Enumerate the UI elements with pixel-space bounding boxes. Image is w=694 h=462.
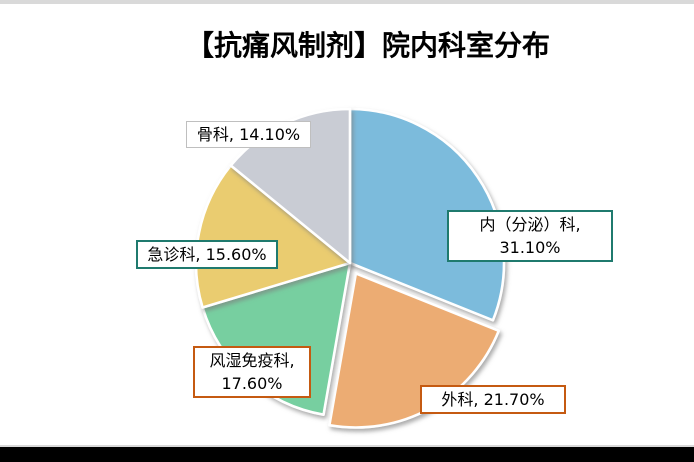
data-label-line: 31.10%: [499, 238, 561, 257]
data-label-line: 风湿免疫科,: [209, 351, 295, 370]
data-label-ji-zhen-ke[interactable]: 急诊科, 15.60%: [136, 240, 278, 269]
data-label-feng-shi-mian-yi-ke[interactable]: 风湿免疫科, 17.60%: [193, 346, 311, 398]
data-label-line: 骨科, 14.10%: [196, 125, 301, 144]
bottom-divider: [0, 445, 694, 447]
bottom-bar: [0, 447, 694, 462]
data-label-line: 内（分泌）科,: [479, 215, 581, 234]
data-label-line: 17.60%: [221, 374, 283, 393]
data-label-line: 外科, 21.70%: [441, 390, 545, 409]
data-label-nei-fen-mi-ke[interactable]: 内（分泌）科, 31.10%: [447, 210, 613, 262]
data-label-wai-ke[interactable]: 外科, 21.70%: [420, 385, 566, 414]
data-label-gu-ke[interactable]: 骨科, 14.10%: [186, 121, 311, 148]
data-label-line: 急诊科, 15.60%: [147, 245, 267, 264]
chart-title: 【抗痛风制剂】院内科室分布: [185, 29, 551, 62]
pie-slice-ji-zhen-ke[interactable]: [194, 164, 352, 309]
pie-slice-nei-fen-mi-ke[interactable]: [348, 107, 506, 322]
top-strip: [0, 0, 694, 4]
